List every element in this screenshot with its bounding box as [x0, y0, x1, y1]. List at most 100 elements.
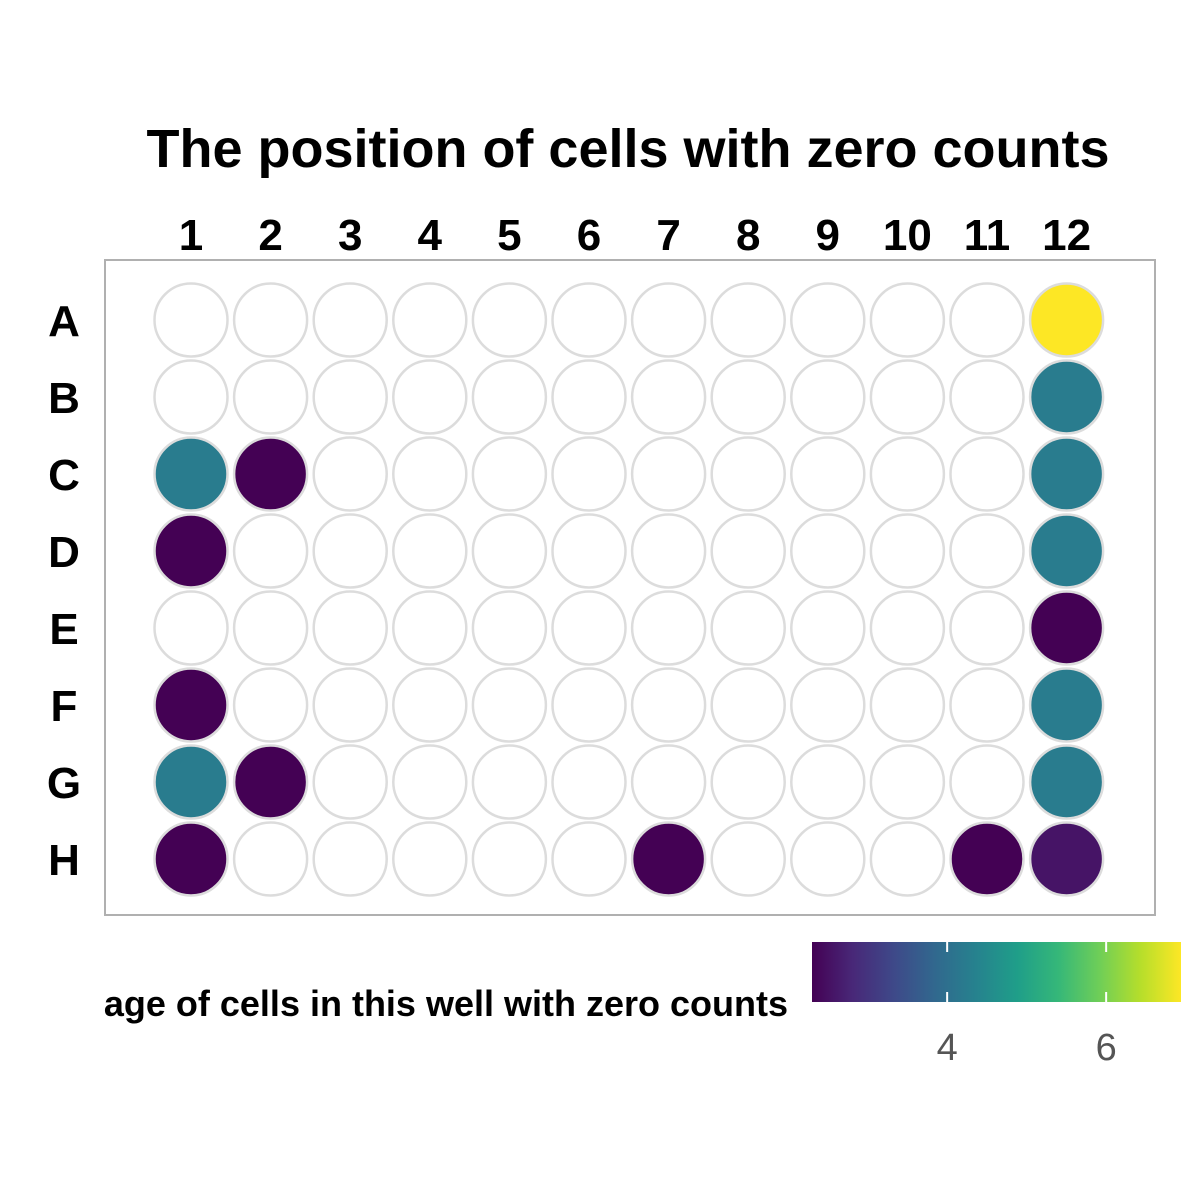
well-H6 [551, 821, 627, 897]
well-E10 [869, 590, 946, 666]
row-label-G: G [47, 759, 81, 808]
well-F7 [630, 667, 707, 743]
well-A7 [630, 282, 707, 358]
well-G1 [153, 744, 229, 820]
well-E7 [630, 590, 707, 666]
well-D3 [312, 513, 388, 589]
well-D4 [392, 513, 468, 589]
well-E5 [471, 590, 548, 666]
column-labels: 1 2 3 4 5 6 7 8 9 10 11 12 [179, 211, 1091, 260]
column-label-1: 1 [179, 211, 203, 260]
well-G11 [949, 744, 1025, 820]
well-D1 [153, 513, 229, 589]
well-B10 [869, 359, 946, 435]
well-G12 [1028, 744, 1105, 820]
well-F10 [869, 667, 946, 743]
column-label-12: 12 [1042, 211, 1091, 260]
column-label-10: 10 [883, 211, 932, 260]
well-B2 [232, 359, 309, 435]
well-G5 [471, 744, 548, 820]
well-A4 [392, 282, 468, 358]
well-G4 [392, 744, 468, 820]
legend-tick-label-4: 4 [937, 1027, 958, 1069]
column-label-3: 3 [338, 211, 362, 260]
well-E8 [710, 590, 786, 666]
well-G10 [869, 744, 946, 820]
well-C11 [949, 436, 1025, 512]
well-H1 [153, 821, 229, 897]
well-E2 [232, 590, 309, 666]
well-G2 [232, 744, 309, 820]
well-F2 [232, 667, 309, 743]
well-B9 [790, 359, 866, 435]
well-E1 [153, 590, 229, 666]
well-F8 [710, 667, 786, 743]
row-label-H: H [48, 836, 80, 885]
well-F11 [949, 667, 1025, 743]
well-D6 [551, 513, 627, 589]
row-label-E: E [49, 605, 78, 654]
well-H4 [392, 821, 468, 897]
well-G3 [312, 744, 388, 820]
well-A8 [710, 282, 786, 358]
well-B11 [949, 359, 1025, 435]
well-A3 [312, 282, 388, 358]
well-B5 [471, 359, 548, 435]
well-C2 [232, 436, 309, 512]
row-label-B: B [48, 374, 80, 423]
well-H10 [869, 821, 946, 897]
well-A1 [153, 282, 229, 358]
well-H5 [471, 821, 548, 897]
well-F3 [312, 667, 388, 743]
well-H8 [710, 821, 786, 897]
well-H3 [312, 821, 388, 897]
chart-title: The position of cells with zero counts [146, 119, 1109, 179]
row-label-F: F [51, 682, 78, 731]
well-A9 [790, 282, 866, 358]
well-D10 [869, 513, 946, 589]
row-label-D: D [48, 528, 80, 577]
well-B6 [551, 359, 627, 435]
legend-colorbar [812, 942, 1181, 1002]
column-label-6: 6 [577, 211, 601, 260]
well-B8 [710, 359, 786, 435]
well-D5 [471, 513, 548, 589]
well-C6 [551, 436, 627, 512]
legend-tick-label-6: 6 [1096, 1027, 1117, 1069]
well-G9 [790, 744, 866, 820]
well-G8 [710, 744, 786, 820]
well-C10 [869, 436, 946, 512]
well-C4 [392, 436, 468, 512]
well-H11 [949, 821, 1025, 897]
column-label-11: 11 [964, 211, 1011, 260]
column-label-4: 4 [418, 211, 443, 260]
well-B3 [312, 359, 388, 435]
well-A6 [551, 282, 627, 358]
well-A5 [471, 282, 548, 358]
well-F6 [551, 667, 627, 743]
legend-title: age of cells in this well with zero coun… [104, 983, 788, 1024]
well-A2 [232, 282, 309, 358]
well-H12 [1028, 821, 1105, 897]
well-F9 [790, 667, 866, 743]
well-D7 [630, 513, 707, 589]
well-G7 [630, 744, 707, 820]
column-label-7: 7 [656, 211, 680, 260]
column-label-9: 9 [816, 211, 840, 260]
well-D8 [710, 513, 786, 589]
well-C1 [153, 436, 229, 512]
well-F5 [471, 667, 548, 743]
legend: age of cells in this well with zero coun… [104, 942, 1181, 1069]
well-E9 [790, 590, 866, 666]
row-label-C: C [48, 451, 80, 500]
well-E3 [312, 590, 388, 666]
column-label-2: 2 [258, 211, 282, 260]
well-G6 [551, 744, 627, 820]
well-B12 [1028, 359, 1105, 435]
well-A10 [869, 282, 946, 358]
well-B7 [630, 359, 707, 435]
well-H7 [630, 821, 707, 897]
column-label-8: 8 [736, 211, 760, 260]
